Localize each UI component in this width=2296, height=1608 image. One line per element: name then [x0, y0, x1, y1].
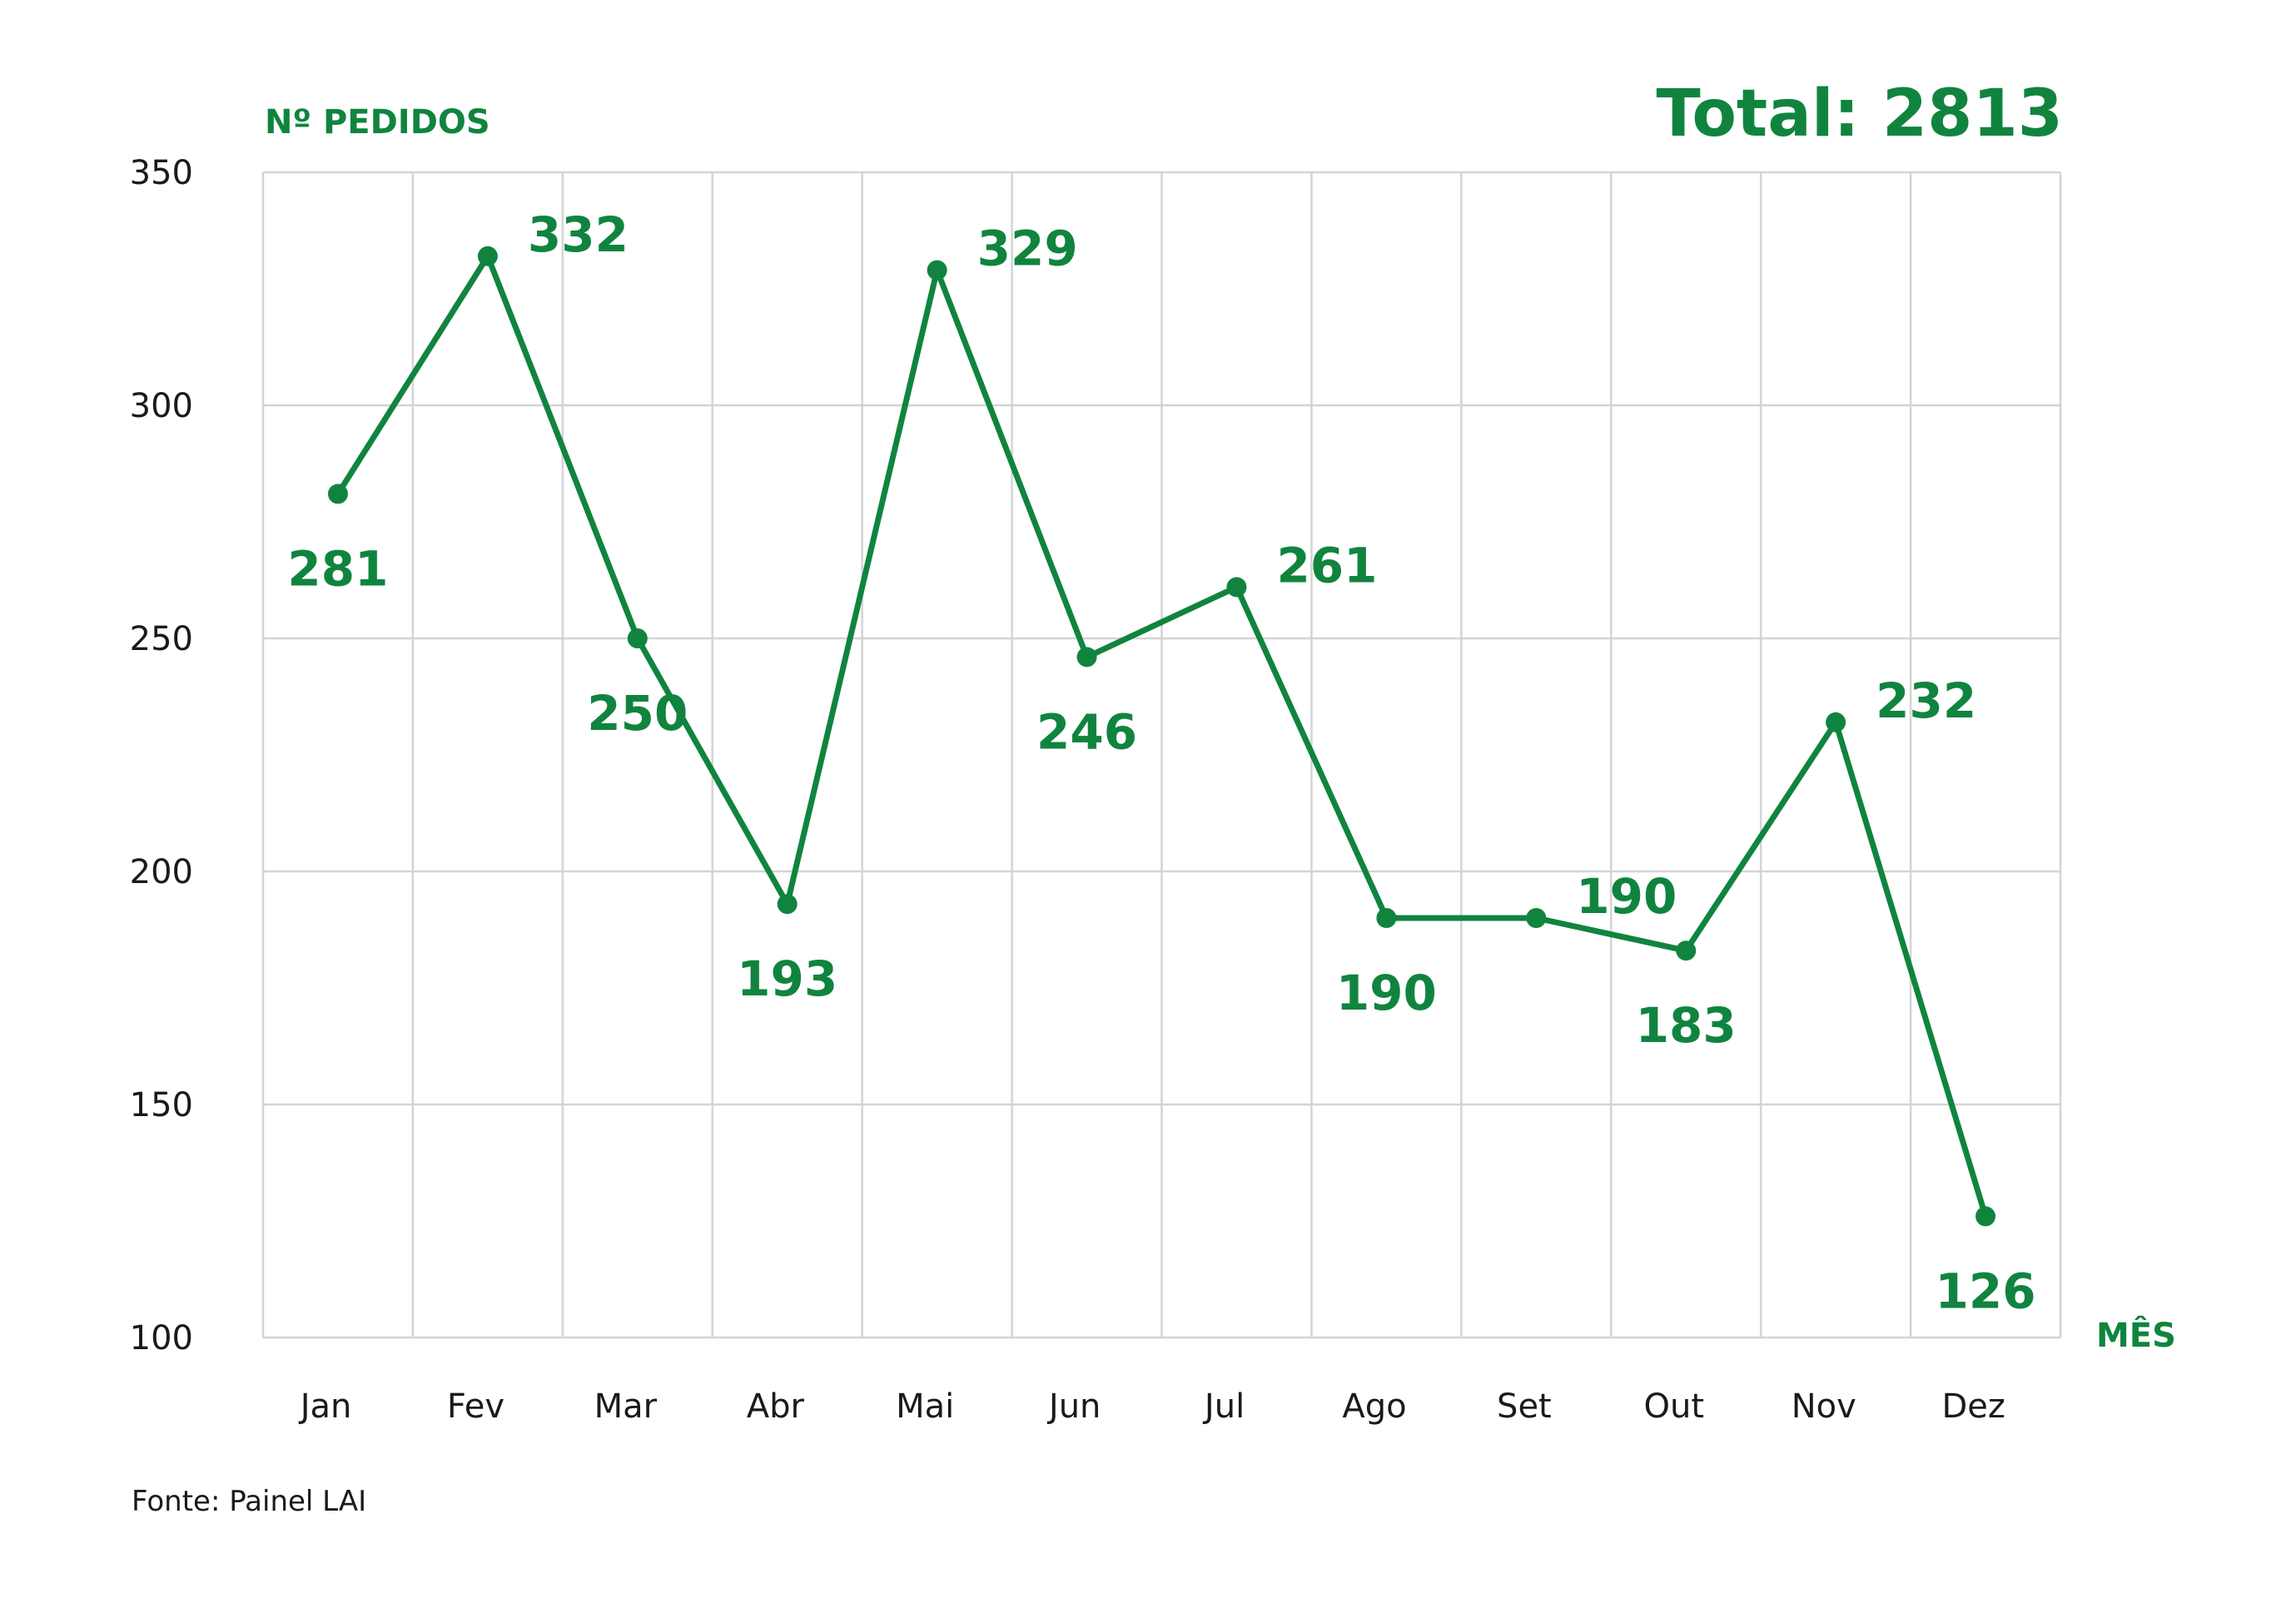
y-tick-label-250: 250 [130, 620, 193, 658]
data-point-set [1526, 908, 1547, 928]
y-axis-title: Nº PEDIDOS [265, 103, 490, 141]
y-tick-label-100: 100 [130, 1319, 193, 1357]
x-axis-ticks: Jan Fev Mar Abr Mai Jun Jul Ago Set Out Nov Dez [298, 1387, 2005, 1426]
data-point-mai [927, 260, 947, 280]
data-label-out: 183 [1636, 997, 1737, 1054]
data-point-nov [1826, 712, 1846, 732]
grid [261, 171, 2062, 1339]
y-tick-label-150: 150 [130, 1086, 193, 1124]
data-label-fev: 332 [528, 206, 629, 263]
x-tick-label-nov: Nov [1792, 1387, 1856, 1426]
y-tick-label-300: 300 [130, 387, 193, 425]
data-label-jul: 261 [1276, 537, 1377, 593]
data-point-fev [477, 246, 498, 266]
y-axis-ticks: 100 150 200 250 300 350 [130, 154, 193, 1357]
x-tick-label-set: Set [1497, 1387, 1552, 1426]
data-point-jun [1076, 647, 1097, 668]
data-point-jan [327, 484, 348, 504]
x-tick-label-fev: Fev [447, 1387, 504, 1426]
data-point-ago [1376, 908, 1397, 928]
x-tick-label-ago: Ago [1342, 1387, 1406, 1426]
series-pedidos [327, 246, 1996, 1227]
data-label-ago: 190 [1336, 965, 1437, 1021]
data-labels: 281 332 250 193 329 246 261 190 190 183 232 126 [287, 206, 2035, 1320]
data-label-nov: 232 [1876, 672, 1976, 729]
x-tick-label-jul: Jul [1202, 1387, 1245, 1426]
x-tick-label-mai: Mai [896, 1387, 954, 1426]
x-tick-label-mar: Mar [594, 1387, 658, 1426]
data-label-dez: 126 [1936, 1263, 2036, 1319]
data-label-mai: 329 [977, 221, 1078, 277]
series-line [335, 253, 1989, 1219]
data-point-out [1676, 940, 1697, 961]
x-tick-label-jan: Jan [298, 1387, 352, 1426]
data-point-dez [1975, 1206, 1996, 1227]
data-point-abr [777, 894, 798, 915]
y-tick-label-350: 350 [130, 154, 193, 192]
x-tick-label-jun: Jun [1046, 1387, 1101, 1426]
data-point-jul [1226, 577, 1247, 598]
y-tick-label-200: 200 [130, 853, 193, 891]
chart-total: Total: 2813 [1656, 77, 2063, 151]
data-point-mar [627, 628, 648, 648]
x-tick-label-dez: Dez [1941, 1387, 2005, 1426]
data-label-abr: 193 [737, 950, 837, 1007]
data-label-jan: 281 [287, 540, 388, 597]
data-label-jun: 246 [1036, 703, 1137, 760]
x-tick-label-abr: Abr [747, 1387, 805, 1426]
data-label-set: 190 [1576, 868, 1677, 925]
data-label-mar: 250 [587, 685, 688, 742]
x-tick-label-out: Out [1644, 1387, 1705, 1426]
x-axis-title: MÊS [2096, 1315, 2176, 1355]
source-note: Fonte: Painel LAI [132, 1485, 366, 1518]
